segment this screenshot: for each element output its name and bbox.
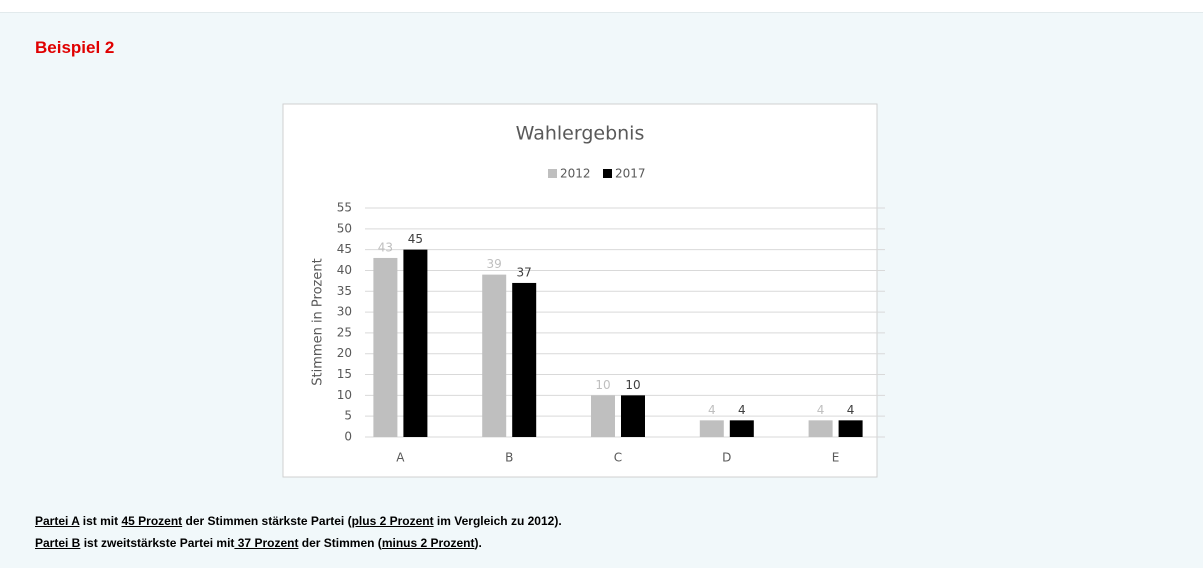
y-tick-label: 55 — [337, 201, 352, 215]
y-tick-label: 10 — [337, 388, 352, 402]
data-label: 39 — [487, 257, 502, 271]
y-tick-label: 30 — [337, 305, 352, 319]
underlined-text: 45 Prozent — [121, 514, 183, 528]
text: ist zweitstärkste Partei mit — [80, 536, 235, 550]
data-label: 37 — [517, 265, 532, 279]
data-label: 4 — [738, 403, 746, 417]
y-tick-label: 35 — [337, 284, 352, 298]
y-tick-label: 15 — [337, 367, 352, 381]
data-label: 4 — [817, 403, 825, 417]
y-tick-label: 25 — [337, 325, 352, 339]
x-tick-label: D — [722, 451, 731, 465]
text: ). — [474, 536, 482, 550]
x-tick-label: C — [614, 451, 622, 465]
data-label: 43 — [378, 240, 393, 254]
underlined-text: Partei A — [35, 514, 80, 528]
x-tick-label: A — [396, 451, 405, 465]
text-block: Partei A ist mit 45 Prozent der Stimmen … — [35, 510, 562, 554]
y-tick-label: 50 — [337, 221, 352, 235]
bar — [838, 420, 863, 437]
x-tick-label: E — [832, 451, 840, 465]
bar — [808, 420, 833, 437]
underlined-text: minus 2 Prozent — [381, 536, 475, 550]
text: der Stimmen stärkste Partei ( — [182, 514, 352, 528]
underlined-text: 37 Prozent — [234, 536, 299, 550]
y-tick-label: 40 — [337, 263, 352, 277]
x-tick-label: B — [505, 451, 513, 465]
paragraph: Partei A ist mit 45 Prozent der Stimmen … — [35, 510, 562, 532]
data-label: 10 — [595, 378, 610, 392]
bar — [403, 249, 428, 437]
bar — [512, 282, 537, 437]
text: im Vergleich zu 2012). — [433, 514, 562, 528]
y-tick-label: 5 — [344, 409, 352, 423]
y-tick-label: 20 — [337, 346, 352, 360]
y-axis-label: Stimmen in Prozent — [311, 258, 326, 385]
underlined-text: plus 2 Prozent — [351, 514, 434, 528]
legend-swatch — [603, 169, 612, 178]
underlined-text: Partei B — [35, 536, 81, 550]
data-label: 10 — [625, 378, 640, 392]
legend-label: 2012 — [560, 167, 591, 181]
bar — [729, 420, 754, 437]
text: der Stimmen ( — [298, 536, 382, 550]
legend-label: 2017 — [615, 167, 646, 181]
data-label: 45 — [408, 232, 423, 246]
bar — [699, 420, 724, 437]
y-tick-label: 0 — [344, 430, 352, 444]
text: ist mit — [79, 514, 122, 528]
data-label: 4 — [847, 403, 855, 417]
bar — [482, 274, 507, 437]
data-label: 4 — [708, 403, 716, 417]
bar — [373, 257, 398, 437]
bar — [591, 395, 615, 437]
y-tick-label: 45 — [337, 242, 352, 256]
chart-frame — [282, 103, 878, 478]
paragraph: Partei B ist zweitstärkste Partei mit 37… — [35, 532, 562, 554]
heading: Beispiel 2 — [35, 38, 115, 57]
legend-swatch — [548, 169, 557, 178]
chart-title: Wahlergebnis — [516, 123, 645, 145]
bar — [621, 395, 645, 437]
